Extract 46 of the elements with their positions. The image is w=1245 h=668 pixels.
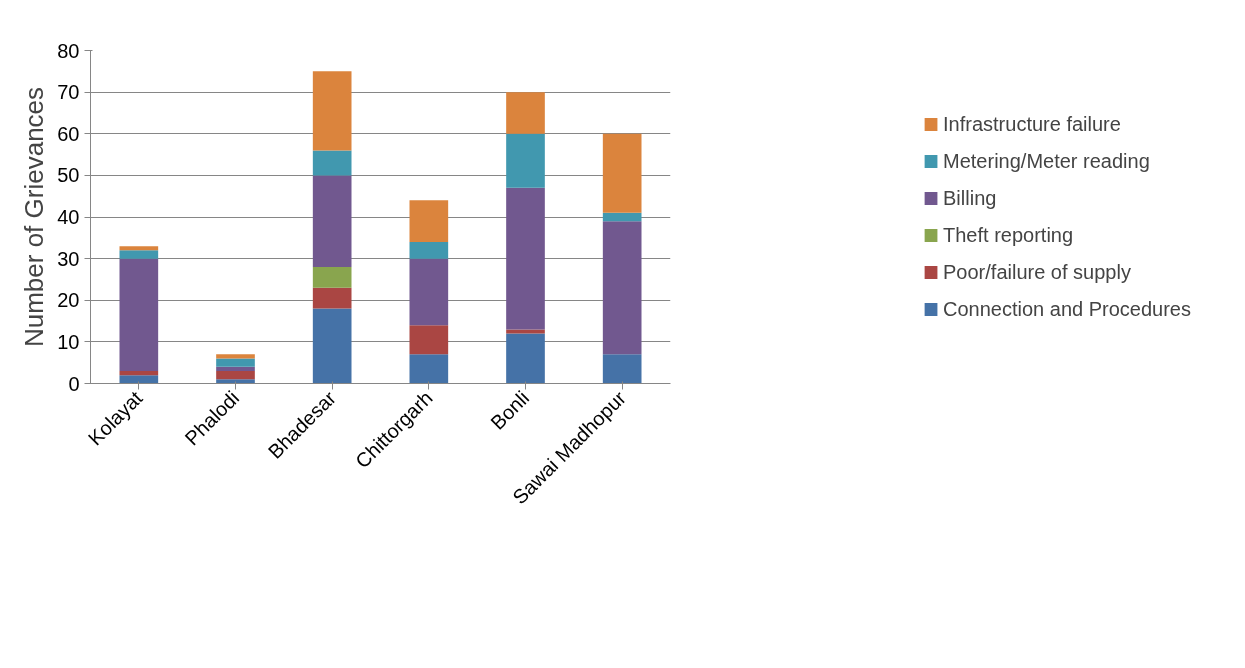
bar xyxy=(409,200,449,242)
bar xyxy=(409,325,449,355)
bar xyxy=(216,379,255,384)
bar xyxy=(312,287,352,309)
legend-label: Poor/failure of supply xyxy=(943,260,1131,284)
bar xyxy=(409,354,449,384)
legend-label: Theft reporting xyxy=(943,223,1074,247)
bar xyxy=(506,92,545,134)
bar xyxy=(216,358,255,367)
bar xyxy=(506,187,545,330)
bar xyxy=(216,354,255,359)
y-tick-label: 60 xyxy=(57,122,80,145)
bar xyxy=(602,133,642,213)
bar xyxy=(312,266,352,288)
bar xyxy=(119,246,159,251)
y-tick-label: 80 xyxy=(57,39,80,62)
y-tick-label: 20 xyxy=(57,289,80,312)
y-tick-label: 0 xyxy=(68,372,80,395)
y-tick-label: 40 xyxy=(57,206,80,228)
y-tick-label: 30 xyxy=(57,247,80,270)
bar xyxy=(119,258,159,372)
y-tick-label: 70 xyxy=(57,81,80,104)
legend-label: Metering/Meter reading xyxy=(943,149,1150,173)
bar xyxy=(409,241,449,259)
bar xyxy=(409,258,449,326)
legend-label: Infrastructure failure xyxy=(943,112,1121,136)
bar xyxy=(312,150,352,176)
bar xyxy=(119,371,159,376)
bar xyxy=(216,366,255,372)
bar xyxy=(119,250,159,259)
y-axis-title: Number of Grievances xyxy=(19,86,50,348)
bar xyxy=(312,71,352,151)
bar xyxy=(506,133,545,188)
bar xyxy=(602,354,642,384)
bar xyxy=(119,375,159,384)
bar xyxy=(506,329,545,334)
bar xyxy=(312,175,352,267)
bar xyxy=(216,371,255,380)
bar xyxy=(602,221,642,355)
y-tick-label: 50 xyxy=(57,164,80,187)
legend-label: Connection and Procedures xyxy=(943,297,1191,321)
legend-label: Billing xyxy=(943,186,997,210)
y-tick-label: 10 xyxy=(57,330,80,353)
bar xyxy=(506,333,545,384)
bar xyxy=(312,308,352,384)
bar xyxy=(602,212,642,222)
